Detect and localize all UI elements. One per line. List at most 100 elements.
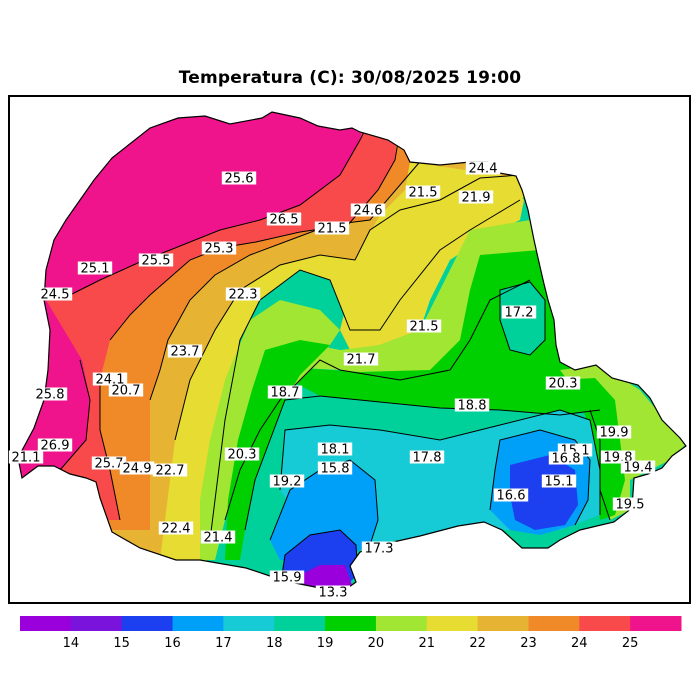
colorbar-bin [70,616,123,631]
isotherm-label-text: 19.2 [273,475,302,490]
isotherm-label-text: 22.4 [162,522,191,537]
isotherm-label-text: 22.7 [156,464,185,479]
isotherm-label: 20.3 [224,447,260,463]
isotherm-label: 26.9 [37,438,73,454]
isotherm-label: 15.8 [317,461,353,477]
colorbar-tick-label: 20 [368,636,385,651]
isotherm-label: 20.7 [108,383,144,399]
isotherm-label: 21.5 [405,185,441,201]
colorbar-tick-label: 17 [215,636,232,651]
isotherm-label-text: 24.6 [354,204,383,219]
isotherm-label-text: 21.5 [410,320,439,335]
colorbar-tick-label: 24 [571,636,588,651]
colorbar-bin [223,616,275,631]
isotherm-label-text: 16.8 [552,452,581,467]
isotherm-label: 19.5 [612,497,648,513]
isotherm-label: 25.5 [138,253,174,269]
isotherm-label-text: 19.9 [600,426,629,441]
isotherm-label: 24.9 [119,461,155,477]
colorbar-tick-label: 15 [113,636,130,651]
isotherm-label-text: 24.4 [469,162,498,177]
isotherm-label-text: 25.5 [142,254,171,269]
colorbar-bin [20,616,72,631]
isotherm-label-text: 15.1 [545,475,574,490]
isotherm-label-text: 22.3 [229,288,258,303]
isotherm-label-text: 18.1 [321,443,350,458]
isotherm-label-text: 20.3 [228,448,257,463]
isotherm-label-text: 23.7 [171,345,200,360]
colorbar-bin [375,616,428,631]
isotherm-label-text: 18.7 [271,386,300,401]
colorbar-bin [426,616,479,631]
colorbar-bin [579,616,631,631]
isotherm-label-text: 20.3 [549,377,578,392]
isotherm-label: 21.7 [343,352,379,368]
isotherm-label: 18.7 [267,385,303,401]
isotherm-label-text: 19.4 [624,461,653,476]
isotherm-label-text: 21.7 [347,353,376,368]
colorbar-bin [528,616,580,631]
isotherm-label: 25.3 [201,241,237,257]
colorbar-tick-label: 19 [317,636,334,651]
isotherm-label-text: 26.5 [270,213,299,228]
colorbar-tick-label: 18 [266,636,283,651]
isotherm-label: 21.5 [406,319,442,335]
isotherm-label: 19.2 [269,474,305,490]
isotherm-label: 25.8 [32,387,68,403]
colorbar-bin [477,616,529,631]
isotherm-label: 18.1 [317,442,353,458]
isotherm-label-text: 21.4 [204,531,233,546]
isotherm-label-text: 15.9 [273,571,302,586]
isotherm-label-text: 25.1 [81,262,110,277]
colorbar-bin [325,616,377,631]
isotherm-label: 15.1 [541,474,577,490]
isotherm-label: 26.5 [266,212,302,228]
colorbar-tick-label: 14 [63,636,80,651]
isotherm-label: 16.6 [493,488,529,504]
colorbar-tick-label: 25 [622,636,639,651]
isotherm-label-text: 24.5 [41,288,70,303]
isotherm-label: 21.4 [200,530,236,546]
colorbar-tick-label: 16 [164,636,181,651]
isotherm-label: 21.5 [314,221,350,237]
colorbar-bin [630,616,682,631]
isotherm-label-text: 17.8 [413,451,442,466]
isotherm-label: 19.4 [620,460,656,476]
isotherm-label: 25.6 [221,171,257,187]
isotherm-label-text: 24.9 [123,462,152,477]
colorbar: 14 15 16 17 18 19 20 21 22 23 24 25 [20,616,682,651]
colorbar-tick-label: 21 [418,636,435,651]
isotherm-label: 24.4 [465,161,501,177]
isotherm-label: 22.7 [152,463,188,479]
isotherm-label-text: 25.6 [225,172,254,187]
isotherm-label: 22.3 [225,287,261,303]
map-title: Temperatura (C): 30/08/2025 19:00 [178,68,522,88]
isotherm-label-text: 21.5 [318,222,347,237]
colorbar-tick-label: 23 [520,636,537,651]
isotherm-label-text: 25.7 [95,457,124,472]
isotherm-lines [59,119,611,576]
isotherm-label: 17.3 [361,541,397,557]
isotherm-label-text: 21.1 [12,451,41,466]
isotherm-label-text: 18.8 [458,399,487,414]
colorbar-bin [121,616,174,631]
isotherm-label: 17.2 [501,305,537,321]
isotherm-label-text: 13.3 [319,586,348,601]
isotherm-label: 24.6 [350,203,386,219]
isotherm-label-text: 26.9 [41,439,70,454]
isotherm-label: 22.4 [158,521,194,537]
colorbar-bin [172,616,224,631]
isotherm-label-text: 16.6 [497,489,526,504]
isotherm-label-text: 17.3 [365,542,394,557]
isotherm-label: 25.1 [77,261,113,277]
isotherm-label: 20.3 [545,376,581,392]
isotherm-label-text: 21.9 [462,191,491,206]
isotherm-label-text: 25.8 [36,388,65,403]
isotherm-label: 21.1 [8,450,44,466]
isotherm-label-text: 21.5 [409,186,438,201]
isotherm-label: 16.8 [548,451,584,467]
isotherm-label-text: 17.2 [505,306,534,321]
isotherm-label: 25.7 [91,456,127,472]
isotherm-label: 24.5 [37,287,73,303]
